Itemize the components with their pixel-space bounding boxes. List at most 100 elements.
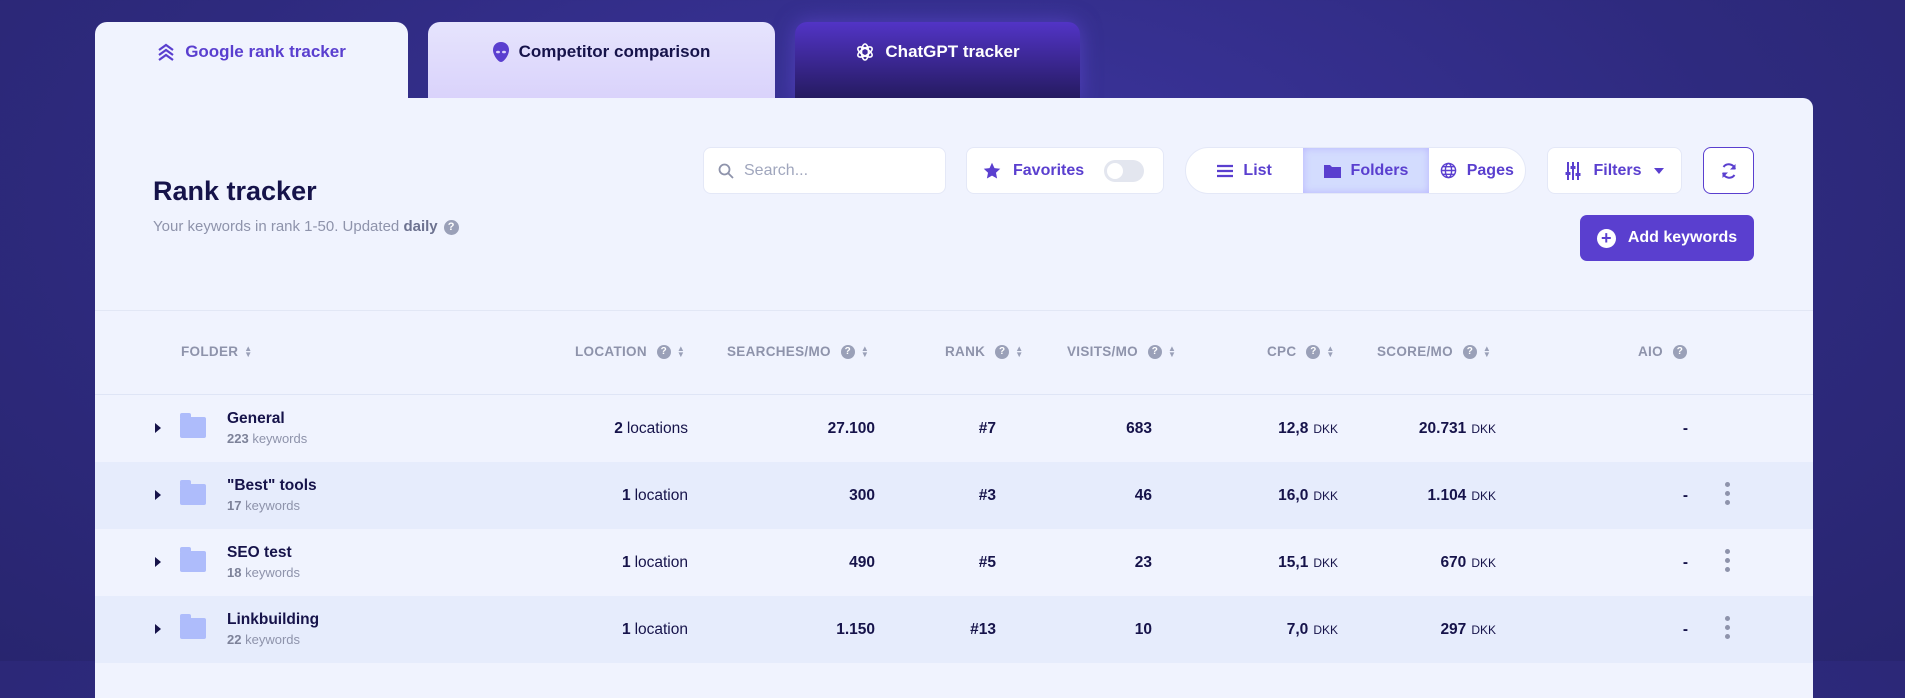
help-icon[interactable]: ? [1147, 344, 1162, 359]
keyword-count-label: keywords [245, 632, 301, 647]
keyword-count-value: 17 [227, 498, 242, 513]
rank-tracker-panel: Rank tracker Your keywords in rank 1-50.… [95, 98, 1813, 698]
sort-icon[interactable]: ▲ ▼ [1167, 343, 1177, 359]
score-cell: 1.104 DKK [1428, 462, 1496, 529]
view-pages-label: Pages [1466, 161, 1514, 179]
currency-unit: DKK [1313, 421, 1338, 436]
cpc-cell: 16,0 DKK [1278, 462, 1338, 529]
column-header-searches[interactable]: SEARCHES/MO? ▲ ▼ [727, 343, 870, 359]
cpc-value: 7,0 [1286, 620, 1309, 638]
column-header-rank[interactable]: RANK? ▲ ▼ [945, 343, 1024, 359]
searches-value: 300 [849, 486, 875, 504]
folder-name[interactable]: General [227, 410, 285, 427]
visits-cell: 23 [1135, 529, 1152, 596]
folder-name[interactable]: "Best" tools [227, 477, 317, 494]
column-header-score[interactable]: SCORE/MO? ▲ ▼ [1377, 343, 1492, 359]
view-pages-button[interactable]: Pages [1429, 148, 1525, 193]
keyword-count: 22 keywords [227, 632, 300, 647]
favorites-filter[interactable]: Favorites [966, 147, 1164, 194]
searches-cell: 1.150 [836, 596, 875, 663]
aio-value: - [1682, 620, 1688, 638]
column-header-folder[interactable]: FOLDER ▲ ▼ [181, 343, 253, 359]
help-icon[interactable]: ? [1306, 344, 1321, 359]
globe-icon [1440, 162, 1457, 179]
help-icon[interactable]: ? [656, 344, 671, 359]
keyword-count-value: 18 [227, 565, 242, 580]
table-row[interactable]: Linkbuilding 22 keywords 1 location 1.150 #1… [95, 596, 1813, 663]
keyword-count-value: 22 [227, 632, 242, 647]
view-folders-button[interactable]: Folders [1303, 148, 1429, 193]
expand-caret-icon[interactable] [155, 423, 161, 433]
currency-unit: DKK [1313, 488, 1338, 503]
sort-icon[interactable]: ▲ ▼ [1326, 343, 1335, 359]
column-header-visits[interactable]: VISITS/MO? ▲ ▼ [1067, 343, 1177, 359]
folder-icon [180, 547, 206, 572]
location-cell: 1 location [622, 596, 688, 663]
rank-value: #5 [978, 553, 996, 571]
table-row[interactable]: General 223 keywords 2 locations 27.100 #7 68… [95, 395, 1813, 462]
location-label: location [634, 620, 688, 638]
cpc-cell: 15,1 DKK [1278, 529, 1338, 596]
star-icon [983, 162, 1001, 178]
sort-icon[interactable]: ▲ ▼ [860, 343, 870, 359]
alien-icon [492, 42, 509, 62]
column-header-cpc[interactable]: CPC? ▲ ▼ [1267, 343, 1335, 359]
table-row[interactable]: "Best" tools 17 keywords 1 location 300 #3 46… [95, 462, 1813, 529]
table-row[interactable]: SEO test 18 keywords 1 location 490 #5 23 15,1… [95, 529, 1813, 596]
visits-value: 46 [1134, 486, 1152, 504]
location-cell: 1 location [622, 529, 688, 596]
subtitle-text: Your keywords in rank 1-50. Updated [153, 218, 400, 235]
header-label: AIO [1638, 344, 1663, 359]
rank-cell: #7 [979, 395, 996, 462]
add-keywords-button[interactable]: + Add keywords [1580, 215, 1754, 261]
location-label: location [634, 553, 688, 571]
help-icon[interactable]: ? [1462, 344, 1477, 359]
aio-cell: - [1683, 462, 1688, 529]
filters-dropdown[interactable]: Filters [1547, 147, 1682, 194]
list-icon [1217, 164, 1234, 177]
tab-label: Competitor comparison [518, 42, 711, 61]
sort-icon[interactable]: ▲ ▼ [1015, 343, 1024, 359]
location-count: 1 [621, 553, 631, 571]
currency-unit: DKK [1313, 555, 1338, 570]
header-label: SEARCHES/MO [727, 344, 831, 359]
expand-caret-icon[interactable] [155, 490, 161, 500]
help-icon[interactable]: ? [1672, 344, 1687, 359]
column-header-location[interactable]: LOCATION? ▲ ▼ [575, 343, 686, 359]
favorites-label: Favorites [1013, 161, 1085, 179]
help-icon[interactable]: ? [443, 219, 459, 235]
favorites-toggle[interactable] [1104, 159, 1145, 182]
keyword-count-label: keywords [245, 565, 301, 580]
rank-cell: #5 [979, 529, 996, 596]
cpc-cell: 7,0 DKK [1287, 596, 1338, 663]
refresh-button[interactable] [1703, 147, 1754, 194]
expand-caret-icon[interactable] [155, 557, 161, 567]
folder-icon [180, 413, 206, 438]
help-icon[interactable]: ? [995, 344, 1010, 359]
sort-icon[interactable]: ▲ ▼ [244, 343, 253, 359]
folder-name[interactable]: SEO test [227, 544, 292, 561]
aio-cell: - [1683, 395, 1688, 462]
score-value: 1.104 [1427, 486, 1467, 504]
sort-icon[interactable]: ▲ ▼ [1482, 343, 1492, 359]
more-options-icon[interactable] [1725, 549, 1731, 572]
help-icon[interactable]: ? [840, 344, 855, 359]
expand-caret-icon[interactable] [155, 624, 161, 634]
keyword-count: 18 keywords [227, 565, 300, 580]
cpc-value: 12,8 [1278, 419, 1309, 437]
searches-cell: 27.100 [828, 395, 875, 462]
score-cell: 670 DKK [1440, 529, 1496, 596]
score-value: 297 [1440, 620, 1467, 638]
searches-cell: 300 [849, 462, 875, 529]
view-list-button[interactable]: List [1186, 148, 1303, 193]
more-options-icon[interactable] [1725, 616, 1731, 639]
sort-icon[interactable]: ▲ ▼ [676, 343, 686, 359]
keyword-count-label: keywords [252, 431, 308, 446]
search-input[interactable] [744, 161, 924, 180]
tab-google-rank-tracker[interactable]: Google rank tracker [95, 22, 408, 100]
keyword-count-value: 223 [227, 431, 249, 446]
tab-competitor-comparison[interactable]: Competitor comparison [428, 22, 775, 100]
tab-chatgpt-tracker[interactable]: ChatGPT tracker [795, 22, 1080, 100]
folder-name[interactable]: Linkbuilding [227, 611, 320, 628]
more-options-icon[interactable] [1725, 482, 1731, 505]
